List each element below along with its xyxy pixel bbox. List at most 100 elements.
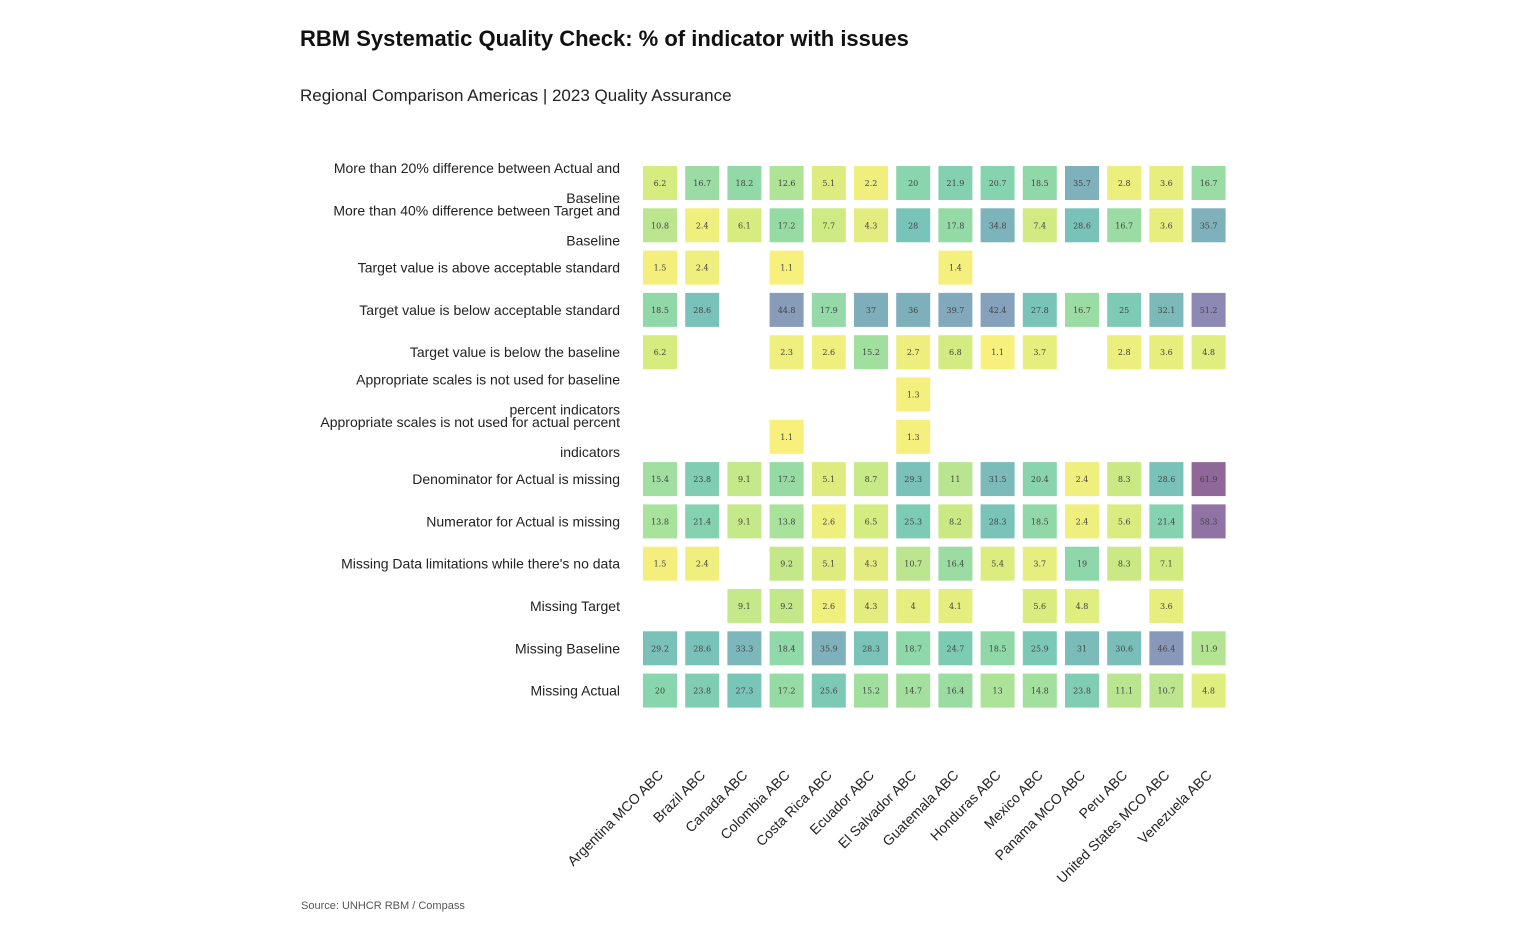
heatmap-cell — [980, 462, 1015, 497]
heatmap-cell — [896, 462, 931, 497]
cell-value-label: 6.5 — [865, 517, 878, 526]
heatmap-cell — [896, 419, 931, 454]
cell-value-label: 3.6 — [1160, 602, 1173, 611]
heatmap-cell — [896, 208, 931, 243]
heatmap-cell — [811, 292, 846, 327]
cell-value-label: 6.2 — [654, 348, 667, 357]
cell-value-label: 23.8 — [693, 687, 711, 696]
cell-value-label: 25.3 — [904, 517, 922, 526]
row-label-1-line-1: More than 20% difference between Actual … — [334, 160, 620, 176]
chart-source: Source: UNHCR RBM / Compass — [301, 900, 465, 912]
cell-value-label: 25 — [1119, 306, 1129, 315]
chart-title: RBM Systematic Quality Check: % of indic… — [300, 26, 909, 51]
cell-value-label: 18.5 — [1031, 517, 1049, 526]
cell-value-label: 28.6 — [1157, 475, 1175, 484]
row-label-13: Missing Actual — [531, 683, 620, 699]
heatmap-cell — [938, 250, 973, 285]
column-label: Costa Rica ABC — [753, 767, 835, 849]
cell-value-label: 35.7 — [1200, 221, 1218, 230]
heatmap-cell — [1107, 335, 1142, 370]
heatmap-cell — [727, 504, 762, 539]
heatmap-cell — [1022, 673, 1057, 708]
heatmap-cell — [643, 208, 677, 243]
cell-value-label: 15.2 — [862, 687, 880, 696]
cell-value-label: 21.4 — [693, 517, 711, 526]
cell-value-label: 31 — [1077, 644, 1087, 653]
cell-value-label: 25.6 — [820, 687, 838, 696]
heatmap-cell — [685, 546, 720, 581]
heatmap-cell — [1022, 546, 1057, 581]
cell-value-label: 13.8 — [778, 517, 796, 526]
heatmap-cell — [1107, 462, 1142, 497]
heatmap-cell — [1065, 166, 1099, 200]
cell-value-label: 20.7 — [989, 179, 1007, 188]
heatmap-cell — [854, 208, 888, 243]
column-label: Venezuela ABC — [1135, 767, 1215, 847]
heatmap-cell — [727, 208, 762, 243]
heatmap-cell — [980, 546, 1015, 581]
heatmap-cell — [1149, 504, 1184, 539]
cell-value-label: 1.1 — [991, 348, 1004, 357]
cell-value-label: 3.6 — [1160, 221, 1173, 230]
heatmap-cell — [1107, 292, 1142, 327]
heatmap-cell — [643, 462, 677, 497]
heatmap-cell — [980, 335, 1015, 370]
cell-value-label: 2.4 — [1076, 475, 1089, 484]
cell-value-label: 18.4 — [778, 644, 796, 653]
heatmap-cell — [685, 166, 720, 200]
heatmap-cell — [1149, 292, 1184, 327]
row-label-11: Missing Target — [530, 598, 620, 614]
cell-value-label: 17.8 — [946, 221, 964, 230]
heatmap-cell — [938, 208, 973, 243]
cell-value-label: 3.6 — [1160, 179, 1173, 188]
cell-value-label: 12.6 — [778, 179, 796, 188]
cell-value-label: 13.8 — [651, 517, 669, 526]
heatmap-cell — [854, 292, 888, 327]
heatmap-cell — [643, 631, 677, 666]
heatmap-cell — [685, 462, 720, 497]
cell-value-label: 27.8 — [1031, 306, 1049, 315]
cell-value-label: 37 — [866, 306, 876, 315]
cell-value-label: 1.5 — [654, 264, 667, 273]
cell-value-label: 1.5 — [654, 560, 667, 569]
cell-value-label: 2.7 — [907, 348, 920, 357]
cell-value-label: 7.7 — [822, 221, 835, 230]
heatmap-cell — [769, 504, 804, 539]
heatmap-cell — [1022, 208, 1057, 243]
cell-value-label: 14.8 — [1031, 687, 1049, 696]
heatmap-cell — [1191, 673, 1226, 708]
row-labels: More than 20% difference between Actual … — [320, 160, 620, 699]
cell-value-label: 18.2 — [735, 179, 753, 188]
heatmap-cell — [643, 166, 677, 200]
cell-value-label: 17.9 — [820, 306, 838, 315]
cell-value-label: 5.4 — [991, 560, 1004, 569]
row-label-5: Target value is below the baseline — [410, 344, 620, 360]
heatmap-cell — [854, 462, 888, 497]
cell-value-label: 8.7 — [865, 475, 878, 484]
heatmap-cell — [1065, 631, 1099, 666]
cell-value-label: 14.7 — [904, 687, 922, 696]
column-label: Guatemala ABC — [879, 767, 961, 849]
heatmap-cell — [727, 166, 762, 200]
cell-value-label: 4.3 — [865, 560, 878, 569]
cell-value-label: 2.8 — [1118, 179, 1131, 188]
heatmap-cell — [896, 292, 931, 327]
heatmap-cell — [1065, 546, 1099, 581]
heatmap-cell — [811, 462, 846, 497]
heatmap-cell — [1022, 504, 1057, 539]
cell-value-label: 28 — [908, 221, 918, 230]
cell-value-label: 4.3 — [865, 602, 878, 611]
heatmap-cell — [811, 335, 846, 370]
cell-value-label: 9.2 — [780, 560, 793, 569]
heatmap-cell — [896, 589, 931, 623]
heatmap-cell — [1149, 589, 1184, 623]
heatmap-cell — [854, 335, 888, 370]
cell-value-label: 16.7 — [1073, 306, 1091, 315]
cell-value-label: 10.7 — [1157, 687, 1175, 696]
heatmap-cell — [938, 292, 973, 327]
heatmap-cell — [727, 462, 762, 497]
heatmap-cell — [1149, 166, 1184, 200]
cell-value-label: 28.6 — [693, 644, 711, 653]
cell-value-label: 16.4 — [946, 560, 964, 569]
cell-value-label: 4.8 — [1202, 687, 1215, 696]
